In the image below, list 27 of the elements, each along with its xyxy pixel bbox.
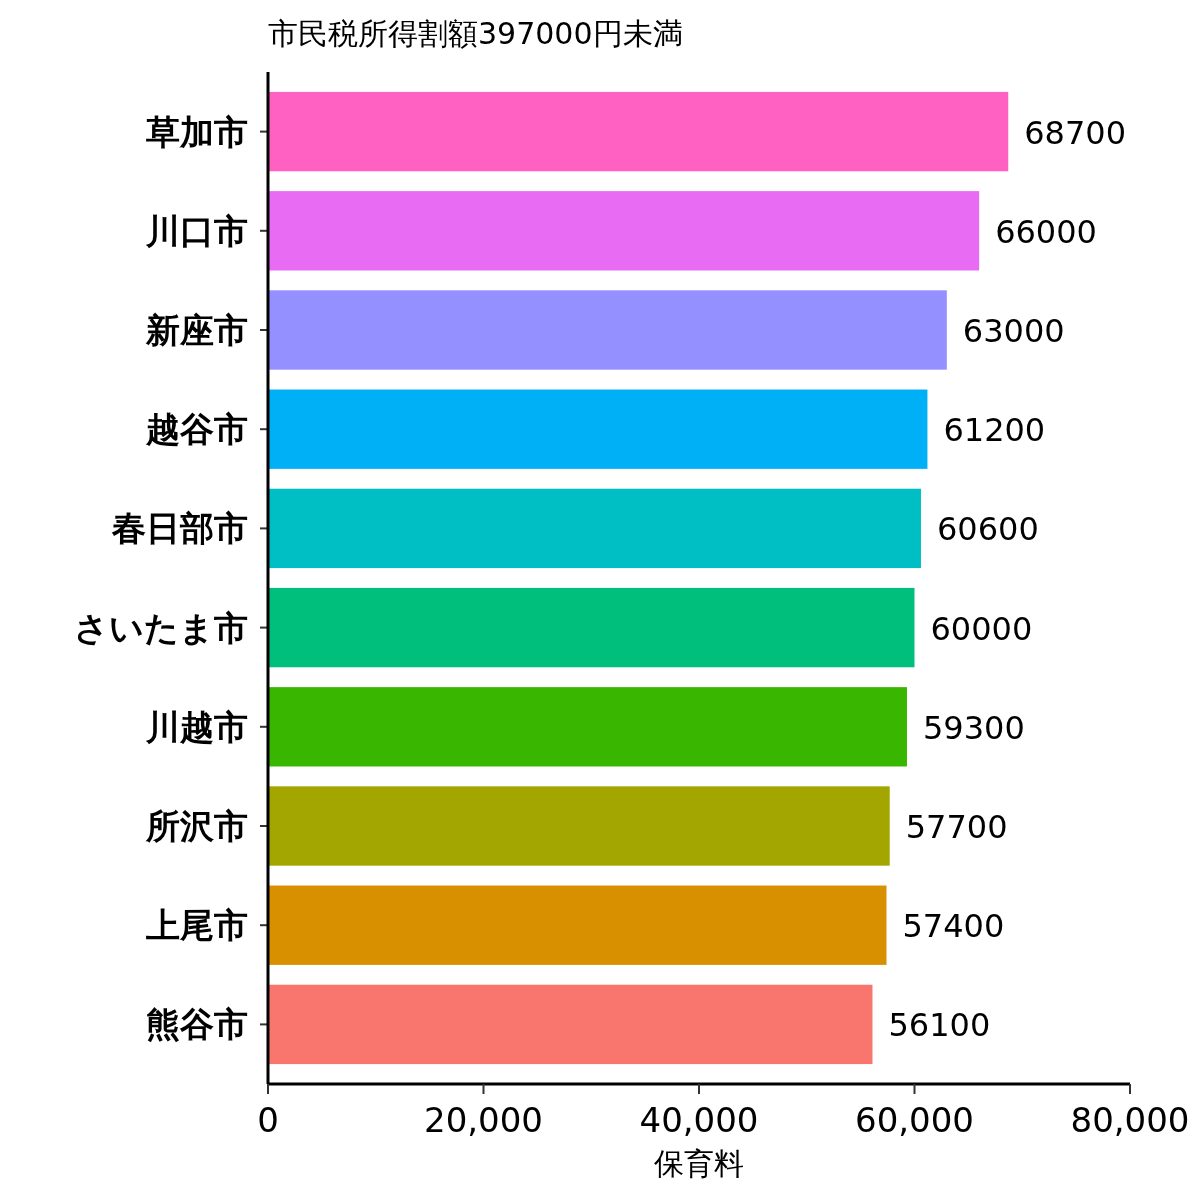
y-tick-label: 上尾市 xyxy=(145,905,248,946)
y-tick-label: 熊谷市 xyxy=(146,1004,248,1045)
y-tick-label: 川口市 xyxy=(145,210,248,251)
y-tick-label: 所沢市 xyxy=(145,806,248,846)
x-tick-label: 80,000 xyxy=(1070,1100,1190,1140)
data-label: 57400 xyxy=(902,907,1005,946)
y-tick-label: 川越市 xyxy=(145,706,248,747)
data-label: 60600 xyxy=(936,510,1039,549)
x-axis-title: 保育料 xyxy=(654,1146,744,1181)
data-label: 68700 xyxy=(1024,113,1127,152)
y-tick-label: 草加市 xyxy=(146,111,248,152)
data-label: 60000 xyxy=(930,609,1033,648)
y-tick-label: 新座市 xyxy=(145,310,248,350)
y-tick-label: さいたま市 xyxy=(74,607,248,648)
x-tick-label: 20,000 xyxy=(424,1100,543,1140)
x-tick-label: 40,000 xyxy=(639,1100,759,1140)
x-tick-label: 60,000 xyxy=(855,1100,974,1140)
data-label: 56100 xyxy=(888,1006,991,1045)
data-label: 57700 xyxy=(905,808,1008,846)
x-tick-label: 0 xyxy=(257,1100,279,1140)
y-tick-label: 越谷市 xyxy=(145,409,248,450)
data-label: 61200 xyxy=(943,411,1046,450)
data-label: 63000 xyxy=(962,312,1065,350)
chart-title: 市民税所得割額397000円未満 xyxy=(268,16,683,51)
data-label: 66000 xyxy=(995,212,1097,251)
data-label: 59300 xyxy=(922,708,1025,747)
y-tick-label: 春日部市 xyxy=(111,508,248,549)
